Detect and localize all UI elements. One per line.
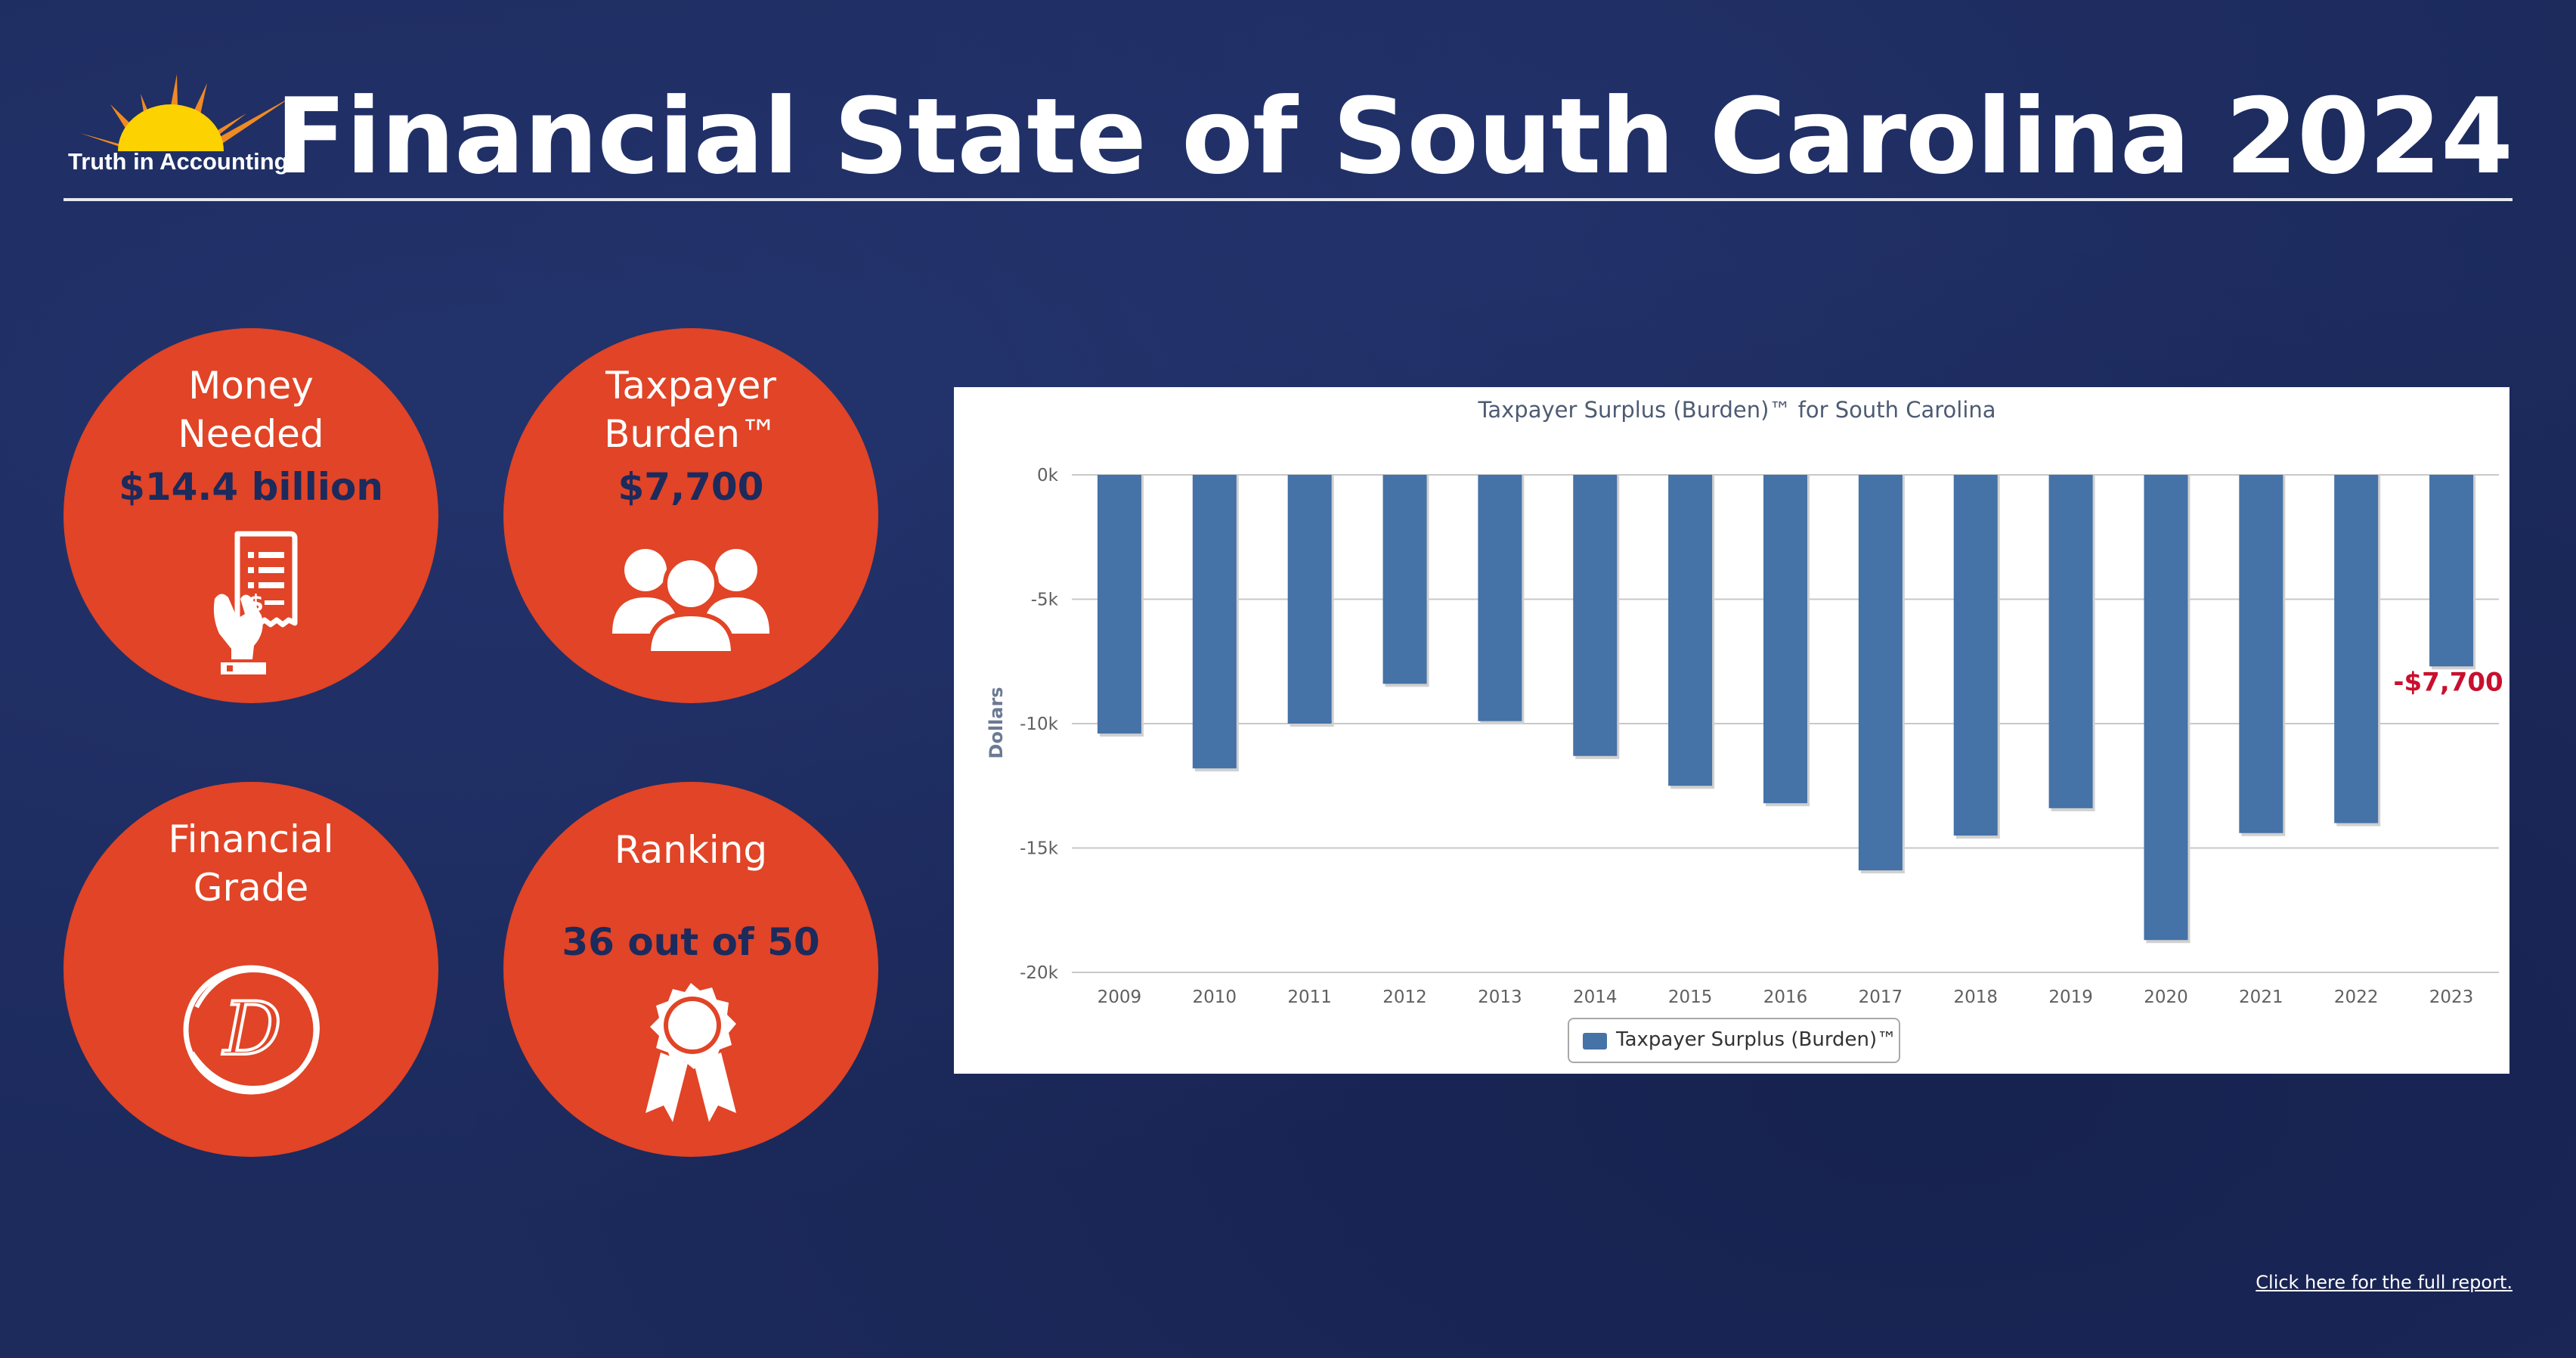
financial-grade-label-line1: Financial (168, 817, 334, 861)
chart-svg: Taxpayer Surplus (Burden)™ for South Car… (986, 397, 2503, 1007)
y-tick-label: -10k (1020, 715, 1059, 734)
x-tick-label: 2015 (1668, 987, 1713, 1007)
x-tick-label: 2023 (2429, 987, 2474, 1007)
grade-letter: D (222, 987, 282, 1071)
full-report-link[interactable]: Click here for the full report. (2256, 1272, 2513, 1293)
bar-2011[interactable] (1287, 475, 1332, 724)
money-needed-card: Money Needed $14.4 billion $ (63, 328, 438, 703)
circled-grade-icon: D (183, 965, 320, 1095)
bar-2019[interactable] (2048, 475, 2093, 808)
x-tick-label: 2016 (1763, 987, 1808, 1007)
x-tick-label: 2011 (1287, 987, 1332, 1007)
y-axis-label: Dollars (986, 687, 1007, 758)
financial-grade-card: Financial Grade D (63, 782, 438, 1157)
x-tick-label: 2017 (1859, 987, 1903, 1007)
people-group-icon (612, 549, 769, 653)
bar-2014[interactable] (1573, 475, 1618, 756)
legend-label: Taxpayer Surplus (Burden)™ (1616, 1028, 1897, 1051)
bar-2018[interactable] (1953, 475, 1998, 836)
ranking-label: Ranking (614, 828, 768, 872)
taxpayer-burden-label-line1: Taxpayer (605, 364, 776, 408)
sunburst-icon (80, 74, 292, 151)
x-tick-label: 2014 (1573, 987, 1618, 1007)
y-tick-label: -5k (1031, 591, 1059, 610)
x-tick-label: 2012 (1382, 987, 1427, 1007)
x-tick-label: 2021 (2239, 987, 2283, 1007)
x-tick-label: 2018 (1953, 987, 1998, 1007)
title-divider (63, 198, 2513, 201)
x-tick-label: 2013 (1478, 987, 1522, 1007)
x-tick-label: 2009 (1098, 987, 1142, 1007)
bar-2013[interactable] (1478, 475, 1522, 721)
bar-2023[interactable] (2429, 475, 2474, 667)
bar-2016[interactable] (1763, 475, 1807, 804)
bar-2017[interactable] (1858, 475, 1903, 871)
chart-legend[interactable]: Taxpayer Surplus (Burden)™ (1568, 1018, 1900, 1063)
bar-2012[interactable] (1382, 475, 1427, 684)
bar-2010[interactable] (1192, 475, 1237, 769)
x-tick-label: 2019 (2048, 987, 2093, 1007)
money-needed-label-line2: Needed (178, 412, 324, 456)
taxpayer-burden-card: Taxpayer Burden™ $7,700 (503, 328, 878, 703)
ranking-card: Ranking 36 out of 50 (503, 782, 878, 1157)
truth-in-accounting-logo: Truth in Accounting (65, 60, 307, 181)
bar-2015[interactable] (1668, 475, 1713, 786)
bar-2009[interactable] (1097, 475, 1141, 734)
ranking-value: 36 out of 50 (562, 920, 820, 964)
financial-grade-label-line2: Grade (193, 866, 309, 910)
money-needed-label-line1: Money (188, 364, 314, 408)
y-tick-label: -20k (1020, 963, 1059, 983)
x-tick-label: 2010 (1193, 987, 1237, 1007)
logo-text: Truth in Accounting (68, 148, 289, 175)
chart-title: Taxpayer Surplus (Burden)™ for South Car… (1477, 397, 1995, 423)
last-value-annotation: -$7,700 (2393, 667, 2503, 697)
bar-2020[interactable] (2144, 475, 2188, 941)
page-title: Financial State of South Carolina 2024 (275, 76, 2513, 197)
bar-2021[interactable] (2239, 475, 2283, 833)
y-tick-label: -15k (1020, 839, 1059, 859)
money-needed-value: $14.4 billion (119, 465, 383, 509)
x-tick-label: 2020 (2144, 987, 2188, 1007)
taxpayer-burden-chart: Taxpayer Surplus (Burden)™ for South Car… (954, 387, 2509, 1074)
receipt-hand-icon: $ (213, 531, 298, 674)
taxpayer-burden-label-line2: Burden™ (604, 412, 778, 456)
y-tick-label: 0k (1037, 466, 1059, 485)
taxpayer-burden-value: $7,700 (618, 465, 764, 509)
legend-swatch (1583, 1033, 1607, 1050)
x-tick-label: 2022 (2334, 987, 2379, 1007)
bar-2022[interactable] (2334, 475, 2379, 823)
award-ribbon-icon (646, 983, 736, 1122)
